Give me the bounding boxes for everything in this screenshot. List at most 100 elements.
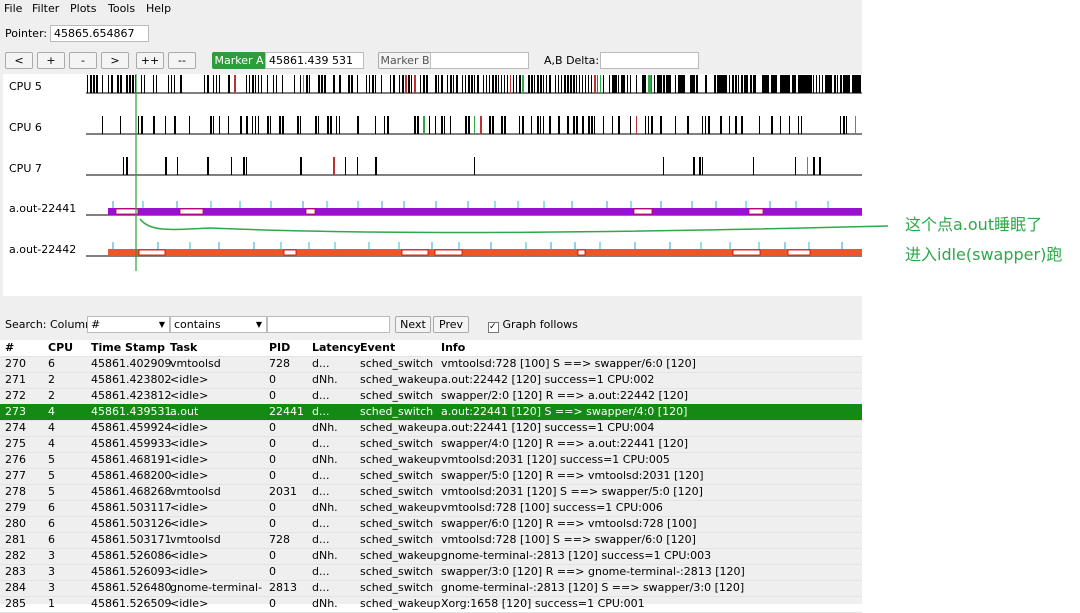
marker-a-field[interactable]: 45861.439 531 bbox=[265, 52, 364, 69]
table-cell: 5 bbox=[48, 453, 55, 466]
table-row[interactable]: 283 3 45861.526093 <idle> 0 d... sched_switch s… bbox=[0, 564, 862, 581]
table-cell: 3 bbox=[48, 565, 55, 578]
menu-item[interactable]: Tools bbox=[108, 2, 136, 15]
table-cell: vmtoolsd:728 [100] S ==> swapper/6:0 [12… bbox=[441, 357, 696, 370]
cpu-slice bbox=[687, 116, 689, 134]
table-cell: 281 bbox=[5, 533, 26, 546]
table-cell: <idle> bbox=[170, 501, 209, 514]
cpu-slice bbox=[408, 75, 410, 93]
table-row[interactable]: 278 5 45861.468268 vmtoolsd 2031 d... sched_sw… bbox=[0, 484, 862, 501]
cpu-slice bbox=[630, 75, 631, 93]
table-cell: d... bbox=[312, 533, 330, 546]
pointer-field[interactable]: 45865.654867 bbox=[50, 25, 149, 42]
cpu-slice bbox=[138, 116, 139, 134]
marker-b-field[interactable] bbox=[430, 52, 529, 69]
table-cell: 4 bbox=[48, 437, 55, 450]
cpu-slice bbox=[858, 75, 861, 93]
graph-follows-checkbox[interactable]: ✓ Graph follows bbox=[488, 318, 578, 333]
table-row[interactable]: 275 4 45861.459933 <idle> 0 d... sched_switch s… bbox=[0, 436, 862, 453]
table-row[interactable]: 271 2 45861.423802 <idle> 0 dNh. sched_wakeup a… bbox=[0, 372, 862, 389]
table-cell: 3 bbox=[48, 581, 55, 594]
marker-b-button[interactable]: Marker B bbox=[378, 52, 432, 69]
table-row[interactable]: 270 6 45861.402909 vmtoolsd 728 d... sched_swi… bbox=[0, 356, 862, 373]
cpu-slice bbox=[405, 75, 407, 93]
cpu-slice bbox=[333, 75, 335, 93]
table-cell: 274 bbox=[5, 421, 26, 434]
cpu-slice bbox=[540, 75, 542, 93]
cpu-slice bbox=[591, 75, 592, 93]
table-cell: 4 bbox=[48, 421, 55, 434]
cpu-slice bbox=[840, 116, 841, 134]
task-gap bbox=[138, 249, 166, 256]
table-cell: sched_switch bbox=[360, 485, 434, 498]
table-row[interactable]: 280 6 45861.503126 <idle> 0 d... sched_switch s… bbox=[0, 516, 862, 533]
cpu-slice bbox=[393, 75, 395, 93]
table-row[interactable]: 274 4 45861.459924 <idle> 0 dNh. sched_wakeup a… bbox=[0, 420, 862, 437]
table-row[interactable]: 273 4 45861.439531 a.out 22441 d... sched_swit… bbox=[0, 404, 862, 421]
cpu-slice bbox=[441, 116, 443, 134]
table-cell: d... bbox=[312, 405, 330, 418]
table-cell: 270 bbox=[5, 357, 26, 370]
nav-button[interactable]: > bbox=[101, 52, 129, 69]
cpu-slice bbox=[663, 157, 664, 175]
menu-item[interactable]: Plots bbox=[70, 2, 97, 15]
cpu-slice bbox=[210, 116, 212, 134]
cpu-slice bbox=[132, 75, 134, 93]
table-row[interactable]: 272 2 45861.423812 <idle> 0 d... sched_switch s… bbox=[0, 388, 862, 405]
table-cell: a.out bbox=[170, 405, 199, 418]
table-cell: d... bbox=[312, 437, 330, 450]
cpu-slice bbox=[696, 75, 698, 93]
table-cell: 45861.468268 bbox=[91, 485, 172, 498]
menu-item[interactable]: File bbox=[4, 2, 23, 15]
nav-button[interactable]: -- bbox=[168, 52, 196, 69]
cpu-slice bbox=[426, 75, 428, 93]
cpu-slice bbox=[357, 116, 359, 134]
table-row[interactable]: 285 1 45861.526509 <idle> 0 dNh. sched_wakeup X… bbox=[0, 596, 862, 613]
table-cell: sched_wakeup bbox=[360, 597, 441, 610]
table-cell: <idle> bbox=[170, 453, 209, 466]
table-cell: 45861.423802 bbox=[91, 373, 172, 386]
cpu-slice bbox=[855, 75, 859, 93]
prev-button[interactable]: Prev bbox=[433, 316, 469, 333]
cpu-slice bbox=[852, 75, 855, 93]
table-row[interactable]: 276 5 45861.468191 <idle> 0 dNh. sched_wakeup v… bbox=[0, 452, 862, 469]
table-cell: 45861.402909 bbox=[91, 357, 172, 370]
cpu-slice bbox=[798, 116, 799, 134]
cpu-slice bbox=[102, 75, 103, 93]
table-cell: <idle> bbox=[170, 437, 209, 450]
trace-graph[interactable]: CPU 5 CPU 6 CPU 7 a.out-22441 a.out-22442 bbox=[3, 74, 862, 296]
cpu-slice bbox=[438, 75, 439, 93]
cpu-slice bbox=[450, 116, 451, 134]
marker-a-button[interactable]: Marker A bbox=[212, 52, 266, 69]
nav-button[interactable]: + bbox=[37, 52, 65, 69]
cpu-slice bbox=[516, 75, 517, 93]
menu-item[interactable]: Filter bbox=[32, 2, 60, 15]
cpu-slice bbox=[324, 75, 326, 93]
table-cell: 728 bbox=[269, 533, 290, 546]
nav-button[interactable]: < bbox=[5, 52, 33, 69]
cpu-slice bbox=[273, 75, 274, 93]
table-cell: 45861.468191 bbox=[91, 453, 172, 466]
cpu-slice bbox=[333, 157, 335, 175]
next-button[interactable]: Next bbox=[395, 316, 431, 333]
menu-item[interactable]: Help bbox=[146, 2, 172, 15]
table-row[interactable]: 277 5 45861.468200 <idle> 0 d... sched_switch s… bbox=[0, 468, 862, 485]
table-cell: 22441 bbox=[269, 405, 304, 418]
mode-select[interactable]: contains ▼ bbox=[170, 316, 267, 333]
cpu-slice bbox=[573, 116, 575, 134]
table-row[interactable]: 282 3 45861.526086 <idle> 0 dNh. sched_wakeup g… bbox=[0, 548, 862, 565]
table-row[interactable]: 281 6 45861.503171 vmtoolsd 728 d... sched_swi… bbox=[0, 532, 862, 549]
cpu-slice bbox=[126, 75, 128, 93]
table-row[interactable]: 284 3 45861.526480 gnome-terminal- 2813 d... s… bbox=[0, 580, 862, 597]
cpu-slice bbox=[252, 116, 253, 134]
search-field[interactable] bbox=[267, 316, 390, 333]
cpu-slice bbox=[549, 75, 551, 93]
table-cell: d... bbox=[312, 517, 330, 530]
nav-button[interactable]: ++ bbox=[136, 52, 164, 69]
nav-button[interactable]: - bbox=[69, 52, 97, 69]
table-cell: 45861.503117 bbox=[91, 501, 172, 514]
table-row[interactable]: 279 6 45861.503117 <idle> 0 dNh. sched_wakeup v… bbox=[0, 500, 862, 517]
column-header: CPU bbox=[48, 341, 74, 354]
cpu-slice bbox=[534, 75, 535, 93]
column-select[interactable]: # ▼ bbox=[87, 316, 170, 333]
